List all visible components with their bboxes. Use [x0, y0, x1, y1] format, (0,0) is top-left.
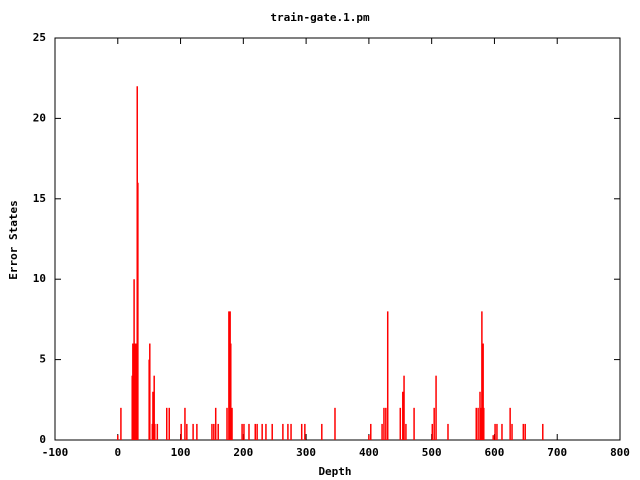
- x-tick-label: 300: [296, 446, 316, 459]
- x-tick-label: -100: [42, 446, 69, 459]
- x-tick-label: 100: [171, 446, 191, 459]
- y-axis-label: Error States: [7, 200, 20, 279]
- x-tick-label: 200: [233, 446, 253, 459]
- chart-title: train-gate.1.pm: [270, 11, 370, 24]
- x-tick-label: 700: [547, 446, 567, 459]
- x-axis-label: Depth: [318, 465, 351, 478]
- x-tick-label: 500: [422, 446, 442, 459]
- x-tick-label: 800: [610, 446, 630, 459]
- y-tick-label: 10: [33, 272, 46, 285]
- y-tick-label: 5: [39, 353, 46, 366]
- x-tick-label: 0: [114, 446, 121, 459]
- plot-border: [54, 37, 621, 441]
- x-tick-label: 600: [485, 446, 505, 459]
- y-tick-label: 20: [33, 111, 46, 124]
- y-tick-label: 15: [33, 192, 46, 205]
- x-tick-label: 400: [359, 446, 379, 459]
- y-tick-label: 25: [33, 31, 46, 44]
- y-tick-label: 0: [39, 433, 46, 446]
